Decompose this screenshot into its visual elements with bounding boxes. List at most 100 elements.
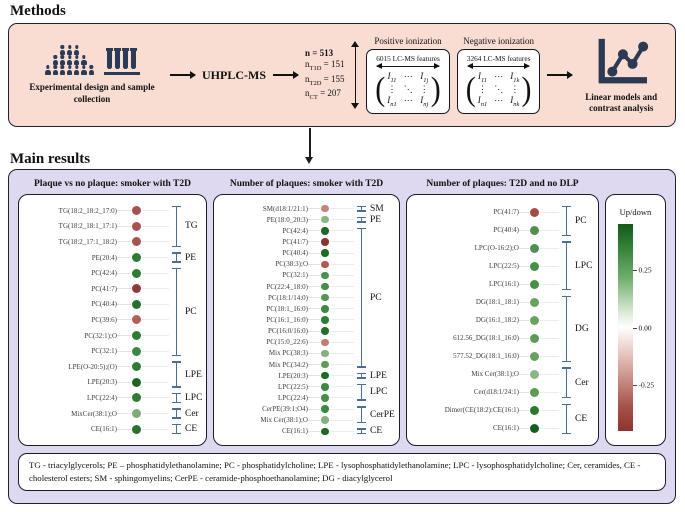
leader-line — [329, 397, 354, 399]
lipid-row: PC(42:4) — [220, 225, 356, 236]
positive-ionization-block: Positive ionization 6015 LC-MS features(I… — [366, 36, 450, 115]
leader-line — [308, 386, 320, 388]
leader-line — [142, 413, 169, 415]
leader-line — [142, 397, 169, 399]
result-panel: Number of plaques: smoker with T2D SM(d18… — [213, 177, 400, 446]
effect-dot — [321, 371, 329, 380]
lipid-label: PC(41:7) — [493, 208, 519, 216]
leader-line — [142, 257, 169, 259]
lipid-label: LPC(22:5) — [278, 382, 308, 391]
leader-line — [142, 381, 169, 383]
effect-dot — [132, 393, 141, 403]
lipid-label: PC(32:1) — [282, 271, 308, 280]
lipid-label: 612.56_DG(18:1_16:0) — [453, 334, 519, 342]
color-gradient-bar — [617, 224, 633, 431]
effect-dot — [321, 282, 329, 291]
group-bracket — [357, 205, 366, 212]
person-glyph — [88, 65, 94, 76]
leader-line — [308, 208, 320, 210]
effect-dot — [530, 225, 539, 235]
matrix-cell: ⋯ — [494, 71, 504, 82]
lipid-label: MixCer(38:1);O — [71, 409, 117, 418]
ionization-label: Negative ionization — [463, 35, 534, 46]
leader-line — [519, 301, 529, 303]
group-label: PC — [185, 307, 197, 318]
leader-line — [329, 319, 354, 321]
lipid-row: PC(16:1_16:0) — [220, 314, 356, 325]
result-panel: Plaque vs no plaque: smoker with T2D TG(1… — [18, 177, 207, 446]
leader-line — [329, 252, 354, 254]
group-bracket — [357, 372, 366, 379]
leader-line — [142, 319, 169, 321]
leader-line — [308, 319, 320, 321]
leader-line — [117, 225, 131, 227]
leader-line — [308, 419, 320, 421]
linear-caption: Linear models and contrast analysis — [585, 91, 658, 113]
effect-dot — [530, 423, 539, 433]
matrix-paren: ( — [375, 70, 386, 108]
leader-line — [540, 319, 559, 321]
matrix-paren: ( — [465, 70, 476, 108]
lipid-label: LPE(O-20:5);(O) — [68, 362, 117, 371]
group-label: CE — [370, 426, 383, 437]
legend-box: Up/down 0.25 0.00 -0.25 — [605, 194, 666, 446]
people-icon — [44, 45, 94, 76]
lipid-label: CE(16:1) — [492, 424, 519, 432]
uhplc-label: UHPLC-MS — [202, 67, 266, 82]
leader-line — [329, 330, 354, 332]
lipid-label: PC(15:0_22:6) — [266, 338, 308, 347]
lipid-label: TG(18:2_18:1_17:1) — [58, 222, 117, 231]
lipid-row: LPC(22:5) — [220, 381, 356, 392]
leader-line — [117, 366, 131, 368]
lipid-row: LPE(20:3) — [25, 375, 171, 391]
lipid-row: Mix Cer(38:1);O — [220, 415, 356, 426]
leader-line — [308, 397, 320, 399]
sample-size-line: nCT = 207 — [305, 87, 341, 101]
leader-line — [117, 381, 131, 383]
leader-line — [519, 427, 529, 429]
leader-line — [142, 288, 169, 290]
effect-dot — [132, 284, 141, 294]
colorbar-legend: Up/down 0.25 0.00 -0.25 — [605, 177, 666, 446]
ionization-box: 3264 LC-MS features(I11 ⋯ I1k ⋮ ⋱ ⋮ In1 ⋯ Ink) — [456, 48, 541, 115]
leader-line — [540, 355, 559, 357]
leader-line — [519, 247, 529, 249]
leader-line — [142, 210, 169, 212]
abbreviations-footnote: TG - triacylglycerols; PE – phosphatidyl… — [18, 453, 666, 492]
features-count: 6015 LC-MS features — [376, 53, 440, 63]
effect-dot — [321, 383, 329, 391]
leader-line — [540, 301, 559, 303]
leader-line — [117, 303, 131, 305]
effect-dot — [132, 299, 141, 309]
sample-size-line: nT1D = 151 — [305, 59, 345, 73]
group-bracket — [562, 403, 571, 435]
leader-line — [142, 241, 169, 243]
person-glyph — [74, 55, 80, 66]
lipid-label: Mix Cer(38:1);O — [260, 416, 308, 425]
effect-dot — [132, 315, 141, 325]
lipid-row: PC(32:1);O — [25, 328, 171, 344]
effect-dot — [321, 360, 329, 369]
lipid-label: TG(18:2_17:1_18:2) — [58, 237, 117, 246]
effect-dot — [321, 271, 329, 280]
arrow-down-icon — [306, 128, 313, 164]
lipid-label: LPC(22:4) — [278, 393, 308, 402]
leader-line — [329, 208, 354, 210]
group-label: DG — [575, 324, 589, 334]
group-label: Cer — [185, 408, 199, 419]
lipid-row: PC(16:0/16:0) — [220, 326, 356, 337]
lipid-row: PE(20:4) — [25, 250, 171, 266]
effect-dot — [530, 297, 539, 307]
effect-dot — [321, 305, 329, 313]
lipid-label: Mix Cer(38:1);O — [471, 370, 519, 378]
leader-line — [329, 408, 354, 410]
leader-line — [142, 350, 169, 352]
lipid-row: CerPE(39:1;O4) — [220, 404, 356, 415]
features-count: 3264 LC-MS features — [466, 53, 531, 63]
matrix-cell: ⋮ — [478, 84, 488, 95]
lipid-row: DG(18:1_18:1) — [413, 293, 561, 311]
group-label: PE — [370, 214, 382, 225]
lipid-row: TG(18:2_18:2_17:0) — [25, 203, 171, 219]
leader-line — [142, 335, 169, 337]
group-bracket — [172, 408, 181, 419]
